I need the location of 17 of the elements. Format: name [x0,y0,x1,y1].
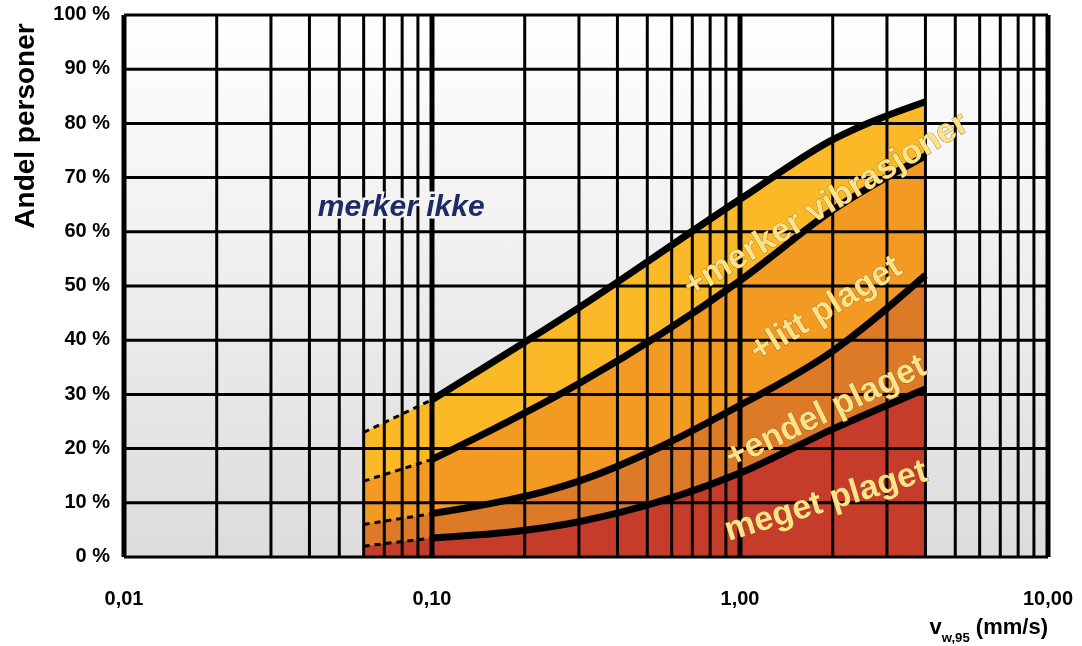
y-tick-label: 70 % [64,164,111,187]
y-tick-label: 40 % [64,327,111,350]
x-tick-label: 0,10 [412,587,452,609]
y-tick-label: 60 % [64,219,111,242]
y-tick-label: 10 % [64,490,111,513]
y-tick-label: 20 % [64,435,111,458]
y-tick-label: 0 % [75,544,111,567]
y-tick-label: 30 % [64,381,111,404]
x-tick-label: 1,00 [720,587,760,609]
x-tick-label: 0,01 [104,587,144,609]
y-tick-label: 50 % [64,273,111,296]
x-tick-label: 10,00 [1022,587,1074,609]
y-tick-label: 80 % [64,110,111,133]
x-axis-title: v$_{w,95}$ (mm/s) [929,614,1048,645]
y-axis-title: Andel personer [9,23,40,229]
y-tick-label: 90 % [64,56,111,79]
y-tick-label: 100 % [53,2,111,25]
